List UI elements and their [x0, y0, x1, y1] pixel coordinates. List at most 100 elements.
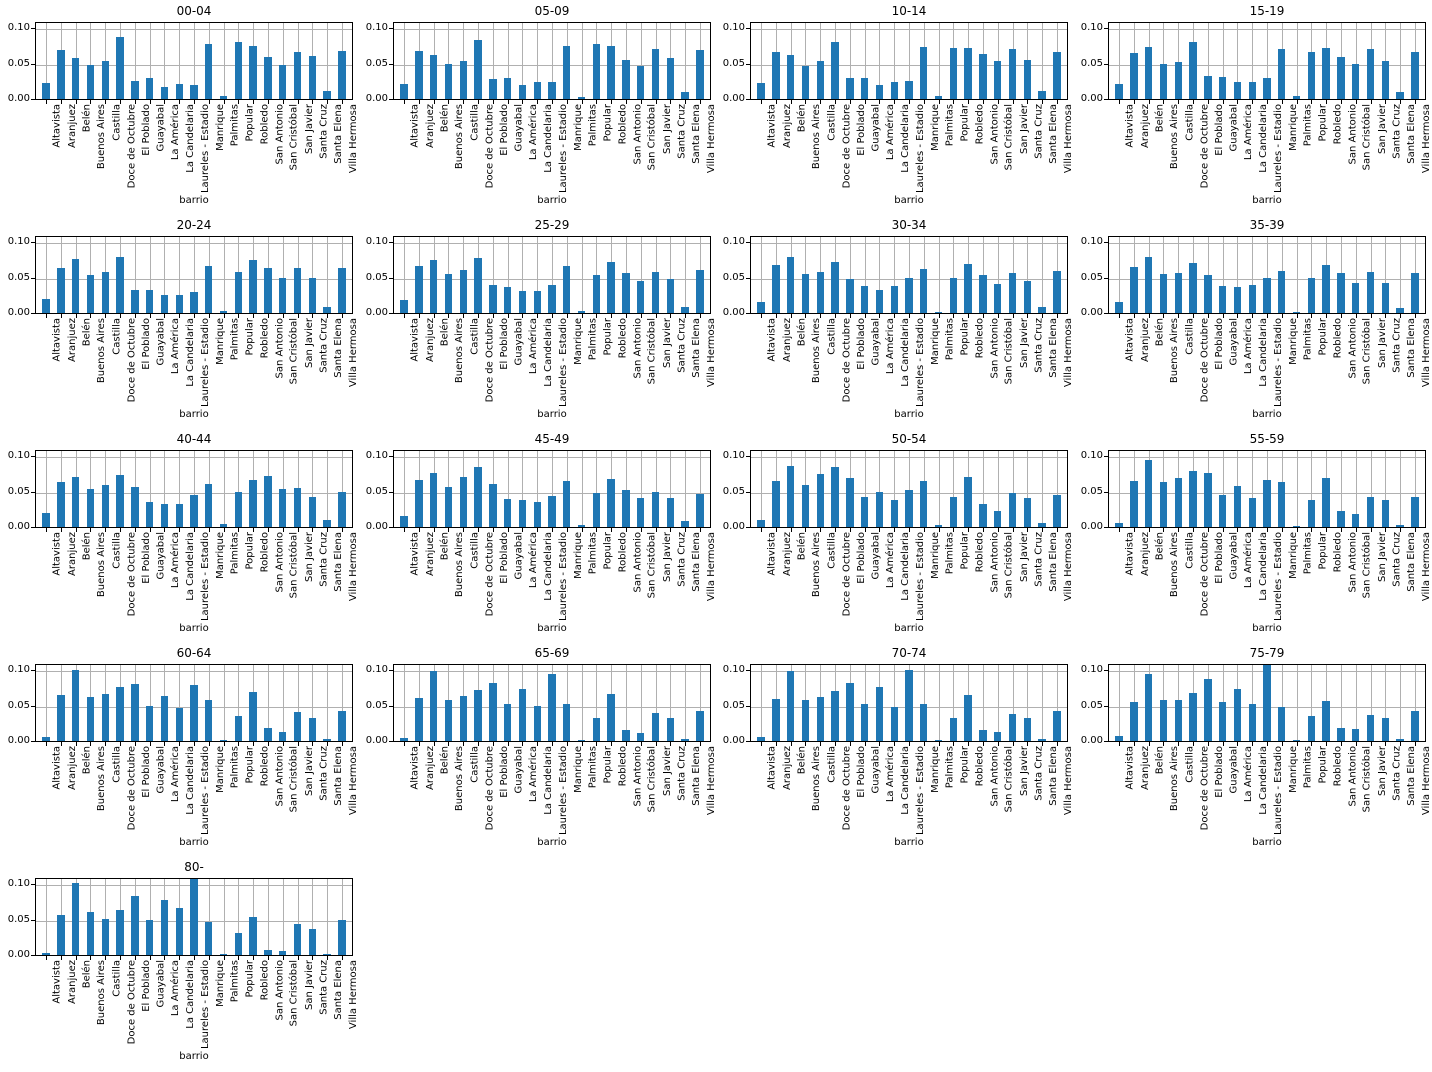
gridline-vertical — [1281, 665, 1283, 741]
bar-santa-cruz — [1381, 500, 1390, 527]
bar-laureles-estadio — [548, 285, 556, 313]
x-tick-label: Santa Elena — [333, 960, 345, 1020]
x-tick-label: Palmitas — [587, 746, 599, 789]
gridline-vertical — [1400, 23, 1402, 99]
x-tick-label: Altavista — [767, 532, 779, 576]
bar-aranjuez — [772, 51, 780, 99]
x-tick-mark — [1252, 528, 1254, 532]
x-tick-mark — [46, 314, 48, 318]
x-tick-label: Palmitas — [1302, 318, 1314, 361]
x-tick-label: Santa Cruz — [1033, 104, 1045, 159]
x-tick-label: Aranjuez — [781, 318, 793, 362]
gridline-vertical — [1340, 665, 1342, 741]
x-tick-mark — [1133, 528, 1135, 532]
bar-castilla — [816, 271, 824, 313]
gridline-vertical — [761, 237, 763, 313]
x-tick-label: San Javier — [1376, 104, 1388, 155]
x-tick-mark — [790, 528, 792, 532]
bar-robledo — [607, 261, 615, 313]
x-tick-label: Santa Elena — [333, 318, 345, 378]
gridline-vertical — [46, 237, 48, 313]
bar-la-candelaria — [890, 706, 898, 741]
bar-buenos-aires — [1159, 482, 1168, 527]
bar-san-antonio — [1337, 727, 1345, 741]
x-tick-mark — [327, 528, 329, 532]
gridline-vertical — [282, 237, 284, 313]
bar-el-poblado — [846, 682, 854, 741]
bar-san-crist-bal — [279, 64, 287, 99]
x-tick-label: Palmitas — [587, 318, 599, 361]
bar-san-javier — [1008, 492, 1017, 527]
x-tick-label: Aranjuez — [424, 746, 436, 790]
x-tick-mark — [953, 742, 955, 746]
x-tick-label: Villa Hermosa — [1420, 746, 1432, 816]
subplot-55-59: 55-59 0.00 0.05 0.10 Altavista Aranjuez Belén B… — [1073, 428, 1432, 642]
bar-san-javier — [1366, 49, 1375, 99]
x-tick-mark — [761, 528, 763, 532]
bar-popular — [1307, 500, 1316, 527]
x-tick-mark — [1340, 100, 1342, 104]
x-tick-mark — [60, 314, 62, 318]
x-tick-label: San Antonio — [273, 532, 285, 593]
x-tick-mark — [1311, 314, 1313, 318]
x-tick-mark — [909, 314, 910, 318]
bar-santa-cruz — [308, 929, 317, 955]
bar-bel-n — [786, 55, 795, 99]
y-tick-mark — [746, 705, 750, 707]
x-tick-label: Aranjuez — [781, 532, 793, 576]
gridline-vertical — [267, 665, 269, 741]
bar-santa-elena — [681, 306, 689, 313]
bar-san-crist-bal — [279, 278, 287, 313]
bar-santa-cruz — [1381, 60, 1390, 99]
bar-san-antonio — [622, 273, 630, 313]
bar-altavista — [1115, 84, 1123, 99]
gridline-vertical — [1355, 665, 1357, 741]
x-tick-mark — [938, 742, 940, 746]
x-tick-mark — [1042, 528, 1044, 532]
gridline-vertical — [105, 879, 107, 955]
x-tick-label: Castilla — [111, 104, 123, 141]
x-tick-mark — [238, 956, 240, 960]
bar-manrique — [205, 484, 213, 527]
bar-santa-elena — [1396, 91, 1404, 99]
x-tick-label: San Javier — [661, 104, 673, 155]
gridline-vertical — [1296, 665, 1298, 741]
x-tick-label: Santa Cruz — [318, 318, 330, 373]
x-tick-mark — [418, 100, 420, 104]
x-tick-mark — [982, 100, 984, 104]
x-tick-label: Santa Elena — [333, 532, 345, 592]
x-axis-title: barrio — [894, 837, 924, 848]
y-tick-label: 0.05 — [722, 271, 745, 283]
x-tick-mark — [640, 100, 642, 104]
subplot-title: 20-24 — [176, 218, 212, 232]
plot-area — [393, 664, 711, 742]
bar-villa-hermosa — [338, 268, 346, 313]
bar-la-candelaria — [533, 706, 541, 741]
x-tick-label: Santa Elena — [1406, 746, 1418, 806]
bar-san-crist-bal — [637, 732, 645, 741]
bar-guayabal — [860, 77, 869, 99]
x-tick-mark — [312, 742, 314, 746]
bar-palmitas — [934, 96, 943, 99]
x-tick-mark — [1400, 742, 1402, 746]
x-tick-label: Buenos Aires — [454, 104, 466, 170]
x-tick-mark — [640, 528, 642, 532]
x-tick-mark — [267, 528, 269, 532]
x-tick-mark — [581, 528, 583, 532]
x-axis-title: barrio — [537, 837, 567, 848]
gridline-vertical — [670, 237, 672, 313]
bar-altavista — [757, 519, 765, 527]
gridline-vertical — [1012, 451, 1014, 527]
x-tick-mark — [522, 100, 524, 104]
bar-bel-n — [786, 466, 795, 527]
bar-santa-cruz — [1381, 282, 1390, 313]
x-tick-mark — [1326, 100, 1328, 104]
x-tick-label: El Poblado — [855, 746, 867, 798]
bar-san-javier — [293, 268, 302, 313]
gridline-vertical — [640, 23, 642, 99]
gridline-vertical — [953, 665, 955, 741]
x-tick-label: San Antonio — [273, 318, 285, 379]
gridline-vertical — [312, 879, 314, 955]
gridline-vertical — [1311, 237, 1313, 313]
x-tick-mark — [685, 314, 687, 318]
